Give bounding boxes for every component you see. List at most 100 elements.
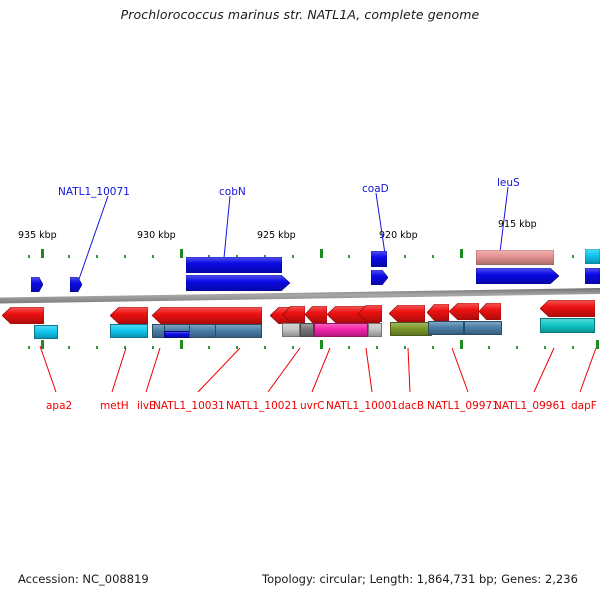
scale-tick-label: 930 kbp: [137, 230, 176, 241]
reverse-gene-leader-line: [533, 347, 555, 393]
scale-tick-mark: [516, 346, 518, 349]
scale-tick-mark: [596, 340, 599, 349]
reverse-gene-label[interactable]: ilvE: [137, 400, 156, 412]
rev-arrow-apa2[interactable]: [2, 307, 44, 324]
rev-arrow-ilvE[interactable]: [152, 307, 262, 324]
rev-arrow-a[interactable]: [283, 306, 305, 323]
reverse-gene-label[interactable]: NATL1_09961: [494, 400, 566, 412]
scale-tick-mark: [28, 346, 30, 349]
reverse-gene-leader-line: [365, 347, 373, 393]
reverse-gene-label[interactable]: NATL1_10001: [326, 400, 398, 412]
scale-tick-mark: [124, 255, 126, 258]
scale-tick-mark: [488, 346, 490, 349]
forward-gene-label[interactable]: cobN: [219, 186, 246, 198]
scale-tick-label: 925 kbp: [257, 230, 296, 241]
scale-tick-mark: [180, 249, 183, 258]
reverse-gene-leader-line: [267, 347, 301, 393]
coad-block[interactable]: [371, 251, 387, 267]
rev-arrow-09971[interactable]: [479, 303, 501, 320]
scale-tick-mark: [348, 255, 350, 258]
scale-tick-mark: [152, 255, 154, 258]
reverse-gene-leader-line: [111, 347, 127, 393]
lower-tick-row: [0, 337, 600, 349]
scale-tick-mark: [292, 255, 294, 258]
reverse-gene-leader-line: [407, 347, 411, 393]
sub-cyan-2[interactable]: [110, 324, 148, 338]
scale-tick-mark: [41, 340, 44, 349]
rev-arrow-d[interactable]: [449, 303, 479, 320]
rev-arrow-b[interactable]: [305, 306, 327, 323]
scale-tick-mark: [432, 255, 434, 258]
reverse-gene-label[interactable]: NATL1_09971: [427, 400, 499, 412]
scale-tick-mark: [264, 346, 266, 349]
page-title: Prochlorococcus marinus str. NATL1A, com…: [120, 7, 480, 22]
forward-gene-label[interactable]: coaD: [362, 183, 389, 195]
forward-gene-label[interactable]: leuS: [497, 177, 520, 189]
reverse-gene-leader-line: [39, 345, 57, 393]
accession-text: Accession: NC_008819: [18, 572, 149, 586]
scale-tick-label: 915 kbp: [498, 219, 537, 230]
scale-tick-mark: [152, 346, 154, 349]
sub-grey-2[interactable]: [300, 323, 314, 337]
reverse-gene-label[interactable]: dacB: [398, 400, 425, 412]
right-cyan-top[interactable]: [585, 249, 600, 264]
sub-steel-4[interactable]: [428, 321, 464, 335]
scale-tick-label: 935 kbp: [18, 230, 57, 241]
rev-arrow-09961[interactable]: [540, 300, 595, 317]
reverse-gene-leader-line: [145, 347, 161, 393]
scale-tick-mark: [41, 249, 44, 258]
scale-tick-mark: [572, 255, 574, 258]
scale-tick-mark: [28, 255, 30, 258]
scale-tick-mark: [68, 346, 70, 349]
rev-arrow-dacB[interactable]: [427, 304, 449, 321]
fwd-arrow-1[interactable]: [31, 277, 43, 292]
reverse-gene-label[interactable]: dapF: [571, 400, 597, 412]
sub-olive[interactable]: [390, 322, 432, 336]
reverse-gene-leader-line: [311, 347, 331, 393]
scale-tick-mark: [320, 249, 323, 258]
forward-gene-label[interactable]: NATL1_10071: [58, 186, 130, 198]
leus-bar-bot[interactable]: [476, 268, 559, 284]
fwd-arrow-2[interactable]: [70, 277, 82, 292]
sub-cyan-far-left[interactable]: [189, 324, 216, 338]
sub-grey-3[interactable]: [368, 323, 382, 337]
scale-tick-mark: [208, 255, 210, 258]
genome-backbone: [0, 288, 600, 304]
reverse-gene-leader-line: [451, 347, 469, 393]
right-blue-edge[interactable]: [585, 268, 600, 284]
scale-tick-mark: [208, 346, 210, 349]
scale-tick-mark: [432, 346, 434, 349]
scale-tick-mark: [180, 340, 183, 349]
scale-tick-mark: [264, 255, 266, 258]
rev-arrow-10001[interactable]: [389, 305, 425, 322]
reverse-gene-leader-line: [197, 347, 241, 393]
reverse-gene-label[interactable]: apa2: [46, 400, 73, 412]
scale-tick-mark: [544, 346, 546, 349]
sub-cyan-1[interactable]: [34, 325, 58, 339]
scale-tick-mark: [404, 346, 406, 349]
scale-tick-mark: [460, 340, 463, 349]
cobn-bar-bot[interactable]: [186, 275, 290, 291]
leus-bar-top[interactable]: [476, 250, 554, 265]
sub-magenta[interactable]: [314, 323, 368, 337]
reverse-gene-label[interactable]: uvrC: [300, 400, 325, 412]
sub-grey-1[interactable]: [282, 323, 300, 337]
sub-steel-5[interactable]: [464, 321, 502, 335]
forward-gene-leader-line: [375, 192, 386, 255]
scale-tick-mark: [236, 255, 238, 258]
scale-tick-mark: [292, 346, 294, 349]
scale-tick-mark: [236, 346, 238, 349]
rev-arrow-c[interactable]: [358, 305, 382, 322]
rev-arrow-metH[interactable]: [110, 307, 148, 324]
cobn-bar-top[interactable]: [186, 257, 282, 273]
reverse-gene-label[interactable]: NATL1_10031: [153, 400, 225, 412]
forward-gene-leader-line: [77, 195, 109, 283]
genome-summary-text: Topology: circular; Length: 1,864,731 bp…: [262, 572, 578, 586]
coad-arrow[interactable]: [371, 270, 388, 285]
reverse-gene-label[interactable]: metH: [100, 400, 129, 412]
scale-tick-mark: [68, 255, 70, 258]
sub-teal[interactable]: [540, 318, 595, 333]
reverse-gene-label[interactable]: NATL1_10021: [226, 400, 298, 412]
